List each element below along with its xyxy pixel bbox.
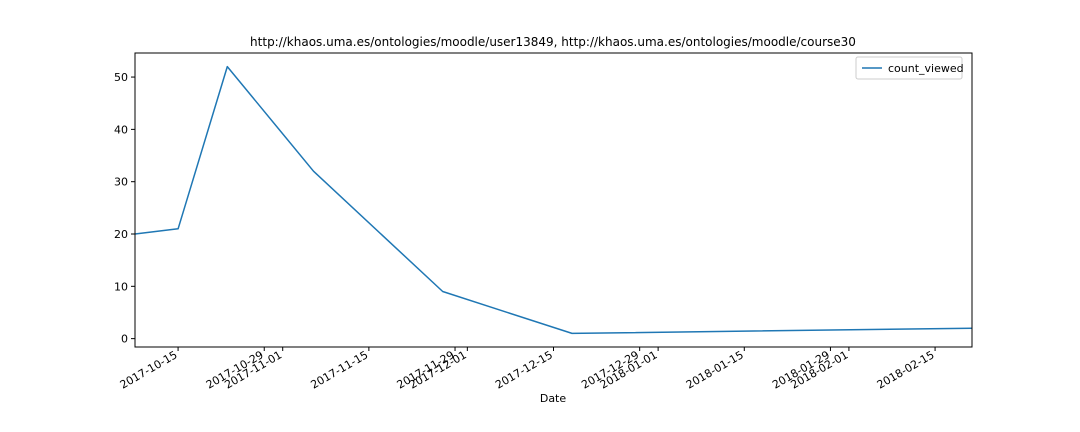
x-tick-label: 2018-02-15: [875, 348, 937, 391]
y-axis: 0 10 20 30 40 50: [114, 71, 135, 346]
plot-frame: [134, 52, 973, 348]
y-tick-label: 20: [114, 228, 128, 241]
x-axis-label: Date: [540, 392, 567, 405]
x-tick-label: 2018-01-15: [684, 348, 746, 391]
chart-title: http://khaos.uma.es/ontologies/moodle/us…: [250, 35, 856, 49]
y-tick-label: 10: [114, 280, 128, 293]
legend-label-count-viewed: count_viewed: [888, 62, 964, 75]
legend-box: [855, 56, 963, 80]
legend: count_viewed: [855, 56, 964, 80]
plot-area: [134, 65, 973, 335]
y-tick-label: 30: [114, 176, 128, 189]
series-line-count-viewed: [134, 65, 973, 335]
x-tick-label: 2017-10-15: [118, 348, 180, 391]
x-tick-label: 2017-11-15: [308, 348, 370, 391]
y-tick-label: 0: [121, 333, 128, 346]
y-tick-label: 50: [114, 71, 128, 84]
x-tick-label: 2017-12-15: [493, 348, 555, 391]
y-tick-label: 40: [114, 123, 128, 136]
